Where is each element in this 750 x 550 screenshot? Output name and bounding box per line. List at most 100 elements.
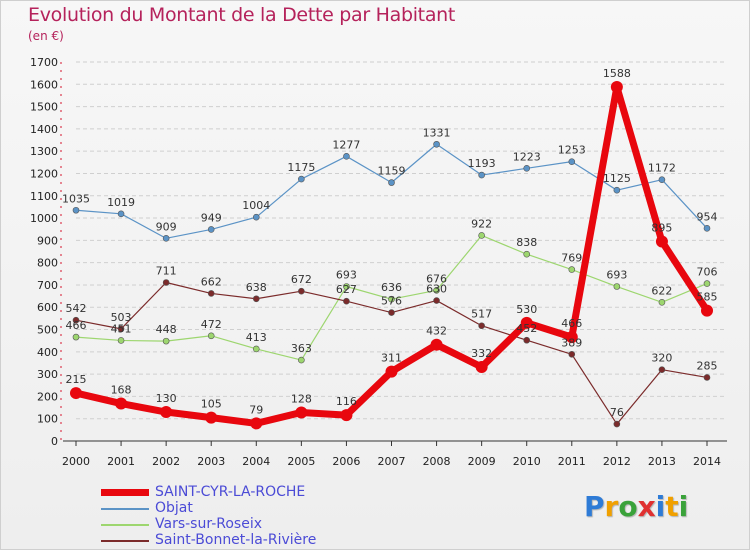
data-point (117, 325, 125, 333)
data-point (160, 406, 173, 419)
legend-label: Vars-sur-Roseix (155, 516, 262, 532)
x-tick-label: 2003 (197, 455, 225, 468)
y-tick-label: 1000 (30, 212, 58, 225)
data-label: 672 (291, 273, 312, 286)
data-point (523, 250, 531, 258)
data-point (475, 360, 488, 373)
data-label: 320 (651, 352, 672, 365)
data-point (658, 176, 666, 184)
data-point (703, 280, 711, 287)
data-point (568, 158, 576, 165)
data-label: 622 (651, 284, 672, 297)
data-label: 448 (156, 323, 177, 336)
data-point (658, 366, 666, 373)
data-point (388, 179, 395, 186)
data-point (478, 232, 485, 239)
data-point (115, 397, 128, 410)
data-point (433, 140, 440, 148)
data-point (343, 283, 350, 290)
data-label: 542 (66, 302, 87, 315)
y-tick-label: 700 (37, 279, 58, 292)
logo-letter: o (618, 490, 638, 523)
data-point (610, 80, 623, 93)
chart-unit: (en €) (28, 29, 64, 43)
data-point (207, 290, 215, 297)
y-tick-label: 1500 (30, 101, 58, 114)
legend-label: Objat (155, 500, 193, 516)
x-tick-label: 2008 (423, 455, 451, 468)
data-label: 1253 (558, 144, 586, 157)
data-label: 693 (606, 269, 627, 282)
data-point (613, 186, 621, 194)
data-point (433, 286, 440, 294)
x-tick-label: 2009 (468, 455, 496, 468)
data-label: 1193 (468, 157, 496, 170)
data-label: 105 (201, 398, 222, 411)
data-label: 389 (561, 336, 582, 349)
data-label: 662 (201, 275, 222, 288)
data-point (252, 295, 260, 303)
y-tick-label: 400 (37, 346, 58, 359)
x-tick-label: 2010 (513, 455, 541, 468)
x-tick-label: 2013 (648, 455, 676, 468)
data-point (252, 345, 260, 353)
data-label: 76 (610, 406, 624, 419)
y-tick-label: 200 (37, 390, 58, 403)
data-label: 706 (697, 266, 718, 279)
data-point (207, 332, 215, 340)
data-point (340, 409, 353, 422)
data-label: 451 (111, 322, 132, 335)
y-tick-label: 900 (37, 234, 58, 247)
data-point (703, 225, 711, 232)
data-label: 1588 (603, 67, 631, 80)
data-label: 168 (111, 384, 132, 397)
data-label: 895 (651, 221, 672, 234)
data-label: 128 (291, 392, 312, 405)
data-point (478, 322, 485, 330)
y-tick-label: 1100 (30, 190, 58, 203)
data-point (72, 206, 80, 214)
data-label: 1125 (603, 172, 631, 185)
y-tick-label: 1600 (30, 78, 58, 91)
data-label: 1004 (242, 199, 270, 212)
logo-letter: r (604, 490, 619, 523)
x-tick-label: 2000 (62, 455, 90, 468)
data-point (250, 417, 263, 430)
data-label: 130 (156, 392, 177, 405)
x-tick-label: 2011 (558, 455, 586, 468)
axis-layer: 0 100 200 300 400 500 600 700 800 900 1000 1100 1200… (30, 56, 727, 468)
legend-swatch (101, 540, 149, 542)
logo-letter: x (637, 490, 656, 523)
data-point (343, 153, 350, 160)
data-label: 636 (381, 281, 402, 294)
x-tick-label: 2004 (242, 455, 270, 468)
y-tick-label: 100 (37, 413, 58, 426)
series-layer (70, 80, 713, 430)
data-point (703, 374, 711, 381)
data-label: 949 (201, 211, 222, 224)
x-tick-label: 2012 (603, 455, 631, 468)
legend-swatch (101, 508, 149, 510)
data-point (385, 365, 398, 378)
data-label: 693 (336, 269, 357, 282)
legend-swatch (101, 489, 149, 496)
data-label: 432 (426, 325, 447, 338)
data-point (117, 210, 125, 218)
data-label: 627 (336, 283, 357, 296)
label-layer: 215 168 130 105 79 128 116 311 432 332 530 466 1588 8… (62, 67, 718, 419)
x-tick-label: 2002 (152, 455, 180, 468)
data-point (72, 333, 80, 341)
data-label: 1172 (648, 162, 676, 175)
data-label: 838 (516, 236, 537, 249)
legend-item-objat: Objat (101, 500, 431, 517)
logo-letter: P (584, 490, 605, 523)
data-point (433, 297, 440, 304)
data-label: 1331 (423, 126, 451, 139)
data-label: 215 (66, 373, 87, 386)
data-label: 630 (426, 283, 447, 296)
data-point (613, 420, 621, 428)
chart-title: Evolution du Montant de la Dette par Hab… (28, 4, 456, 26)
x-tick-label: 2006 (332, 455, 360, 468)
data-label: 1277 (332, 138, 360, 151)
